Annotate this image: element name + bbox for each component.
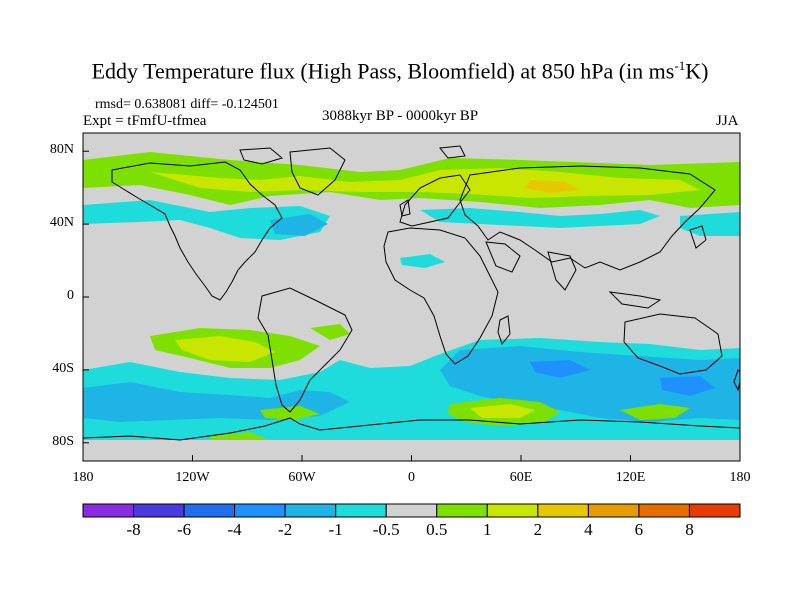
plot-title: Eddy Temperature flux (High Pass, Bloomf… <box>91 58 709 84</box>
colorbar-label: 4 <box>584 520 593 539</box>
colorbar-label: 6 <box>634 520 644 539</box>
colorbar-label: -6 <box>176 520 192 539</box>
coast-japan <box>689 225 707 249</box>
colorbar-swatch <box>234 503 286 518</box>
colorbar-swatch <box>385 503 438 518</box>
y-tick-label: 80N <box>49 142 74 158</box>
colorbar-swatch <box>638 503 690 518</box>
colorbar-swatch <box>486 503 539 518</box>
colorbar-label: -8 <box>126 520 141 539</box>
coast-arabia <box>485 241 521 273</box>
colorbar-swatch <box>133 503 185 518</box>
rmsd-diff-stats: rmsd= 0.638081 diff= -0.124501 <box>95 97 279 112</box>
coast-indonesia <box>608 291 662 309</box>
colorbar-label: 0.5 <box>426 520 448 539</box>
coast-arctic-islands <box>239 147 284 165</box>
colorbar-swatch <box>587 503 640 518</box>
coast-india <box>547 251 577 291</box>
colorbar <box>82 503 741 518</box>
x-tick-label: 180 <box>72 470 94 485</box>
x-tick-label: 0 <box>408 470 415 485</box>
colorbar-swatch <box>688 503 741 518</box>
x-tick-label: 120W <box>175 470 210 485</box>
colorbar-label: -4 <box>227 520 242 539</box>
coast-north-america <box>111 161 283 301</box>
colorbar-label: -2 <box>278 520 293 539</box>
coast-europe <box>399 174 471 227</box>
y-tick-label: 40N <box>49 215 74 231</box>
x-tick-label: 60W <box>288 470 316 485</box>
coast-africa <box>383 227 499 365</box>
colorbar-label: 8 <box>685 520 694 539</box>
colorbar-label: -0.5 <box>372 520 400 539</box>
field-sh-pacific <box>150 324 350 368</box>
y-tick-label: 0 <box>67 288 74 303</box>
field-sh-antarctic-positive <box>83 398 740 461</box>
colorbar-label: 2 <box>533 520 543 539</box>
x-ticks <box>82 455 741 461</box>
coast-svalbard <box>439 145 466 159</box>
y-ticks <box>83 150 89 444</box>
colorbar-swatch <box>537 503 589 518</box>
coast-australia <box>623 313 723 375</box>
colorbar-swatch <box>436 503 488 518</box>
x-tick-label: 180 <box>729 470 751 485</box>
coast-south-america <box>257 287 353 413</box>
x-tick-label: 120E <box>615 470 646 485</box>
coast-antarctica <box>83 417 740 441</box>
coast-new-zealand <box>733 369 740 392</box>
season-label: JJA <box>716 113 739 129</box>
coast-madagascar <box>497 315 511 346</box>
coast-greenland <box>289 147 346 196</box>
y-tick-label: 80S <box>52 433 74 449</box>
colorbar-swatch <box>82 503 135 518</box>
colorbar-swatch <box>183 503 236 518</box>
colorbar-swatch <box>284 503 337 518</box>
colorbar-swatch <box>335 503 387 518</box>
x-tick-label: 60E <box>509 470 533 485</box>
y-tick-label: 40S <box>52 360 74 376</box>
colorbar-label: 1 <box>483 520 492 539</box>
experiment-label: Expt = tFmfU-tfmea <box>83 113 207 129</box>
coast-asia <box>459 165 716 271</box>
coast-uk <box>399 199 411 217</box>
colorbar-label: -1 <box>328 520 343 539</box>
coastlines <box>83 145 740 441</box>
period-label: 3088kyr BP - 0000kyr BP <box>322 108 479 124</box>
